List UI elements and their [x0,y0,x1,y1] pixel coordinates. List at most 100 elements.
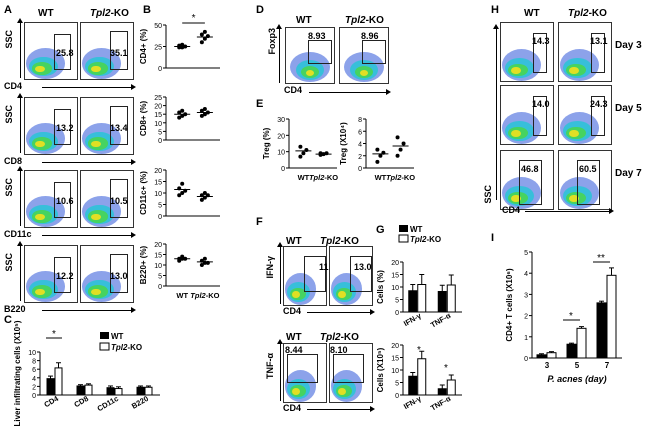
chart-e1-point-0-2 [304,148,309,153]
chart-b1-point-1-4 [202,29,207,34]
chart-c-bar-0-2 [106,387,115,396]
facs-plot-a-row4-ko [80,245,134,303]
chart-c-ytick-label-0: 0 [32,393,36,400]
chart-i-ytick-label-0: 0 [524,356,528,363]
chart-b3-ytick-label-2: 10 [154,191,162,198]
chart-c-sig-star: * [52,329,56,340]
chart-e1-ytick-label-0: 0 [281,166,285,173]
chart-b3-point-0-0 [177,193,182,198]
chart-e1-xtick-wt: WT [298,173,310,182]
panel-h-day-label-2: Day 5 [615,103,642,114]
chart-g-legend-wt-swatch [399,225,408,232]
panel-label-i: I [491,232,495,244]
chart-e2-point-1-1 [398,147,403,152]
chart-g1-bar-0-1 [437,291,447,313]
chart-i-ytick-label-4: 4 [524,271,528,278]
facs-plot-h-row2-ko-percent: 24.3 [590,99,608,109]
facs-plot-a-row2-ko-percent: 13.4 [110,123,128,133]
chart-i-bar-0-1 [566,343,577,359]
chart-i-bar-0-0 [536,354,547,359]
panel-f-row1-x-axis-label: CD4 [283,306,302,316]
chart-c-xtick-label-0: CD4 [42,394,60,410]
facs-plot-a-row3-wt [24,170,78,228]
chart-g1-bar-1-1 [446,284,456,313]
chart-b1-ytick-label-2: 50 [154,23,162,30]
chart-b1-ytick-label-0: 0 [158,66,162,73]
chart-g2-ytick-label-3: 15 [391,356,399,363]
chart-i-ytick-label-3: 3 [524,292,528,299]
panel-d-x-axis-label: CD4 [284,85,303,95]
chart-c-xtick-label-3: B220 [130,394,150,411]
facs-plot-f-row2-wt [283,343,327,403]
panel-a-row1-x-axis-label: CD4 [4,81,23,91]
chart-i-sig-star-2: ** [597,253,605,264]
chart-c-bar-0-0 [46,378,55,396]
chart-b4-ytick-label-2: 10 [154,263,162,270]
panel-label-d: D [256,4,264,16]
facs-plot-h-row1-wt [500,22,554,82]
chart-e2-point-1-2 [401,141,406,146]
panel-d-wt-percent: 8.93 [308,31,326,41]
chart-g1-ytick-label-2: 10 [391,285,399,292]
chart-b2-ytick-label-0: 0 [158,138,162,145]
chart-b2-point-0-4 [180,108,185,113]
panel-a-row3-y-arrow [17,166,23,226]
facs-plot-h-row1-ko [558,22,612,82]
panel-a-row2-y-arrow [17,93,23,153]
panel-a-row3-x-axis-label: CD11c [4,229,32,239]
panel-h-day-label-3: Day 7 [615,168,642,179]
chart-c-bar-0-3 [136,386,145,396]
panel-d-y-arrow [276,24,282,83]
facs-plot-a-row1-ko-percent: 35.1 [110,48,128,58]
chart-b2-point-1-4 [202,107,207,112]
facs-plot-f-row1-wt-percent: 11.2 [319,262,337,272]
chart-i-bar-1-2 [606,274,617,359]
panel-h-y-arrow [493,24,499,200]
chart-e2-point-1-3 [395,135,400,140]
chart-b4-point-1-0 [199,263,204,267]
chart-b4-ytick-label-1: 5 [158,274,162,281]
chart-e2-point-1-0 [395,153,400,158]
panel-f-wt-header: WT [286,236,302,247]
chart-g1-ytick-label-3: 15 [391,273,399,280]
chart-b1-ylabel: CD4+ (%) [139,28,148,64]
facs-plot-a-row1-ko [80,22,134,80]
chart-e1-xtick-ko: Tpl2-KO [309,173,338,182]
facs-plot-h-row3-ko [558,150,612,210]
chart-g2-sig-star-1: * [417,345,421,356]
chart-e2-ytick-label-4: 8 [358,117,362,124]
panel-h-day-label-1: Day 3 [615,40,642,51]
chart-i-bar-0-2 [596,302,607,359]
panel-f-row1-x-arrow [307,309,375,315]
chart-c-legend-wt-swatch [100,332,109,339]
chart-b2-point-0-1 [180,113,185,118]
chart-b4-xtick-ko: Tpl2-KO [190,291,219,300]
chart-e1-ytick-label-1: 10 [277,150,285,157]
chart-i-ytick-label-2: 2 [524,314,528,321]
panel-d-x-arrow [309,89,391,95]
chart-i-xtick-label-0: 3 [545,361,550,370]
chart-e2-xtick-ko: Tpl2-KO [386,173,415,182]
panel-f-row2-y-arrow [277,339,283,401]
chart-c-bar-1-0 [54,367,63,396]
chart-b2-ytick-label-1: 5 [158,129,162,136]
chart-c-bar-1-3 [144,386,153,396]
chart-c-legend-wt-label: WT [111,332,124,341]
chart-e2-ytick-label-2: 4 [358,142,362,149]
chart-g1-ytick-label-0: 0 [395,310,399,317]
chart-g2-sig-star-2: * [444,363,448,374]
chart-b1-point-0-4 [180,42,185,47]
panel-a-ko-header: Tpl2-KO [90,8,129,19]
panel-h-ko-header: Tpl2-KO [568,8,607,19]
facs-plot-a-row3-ko [80,170,134,228]
chart-e1-point-0-1 [301,151,306,156]
panel-label-a: A [4,4,12,16]
facs-plot-h-row2-ko [558,85,612,145]
chart-b4-point-0-4 [180,254,185,259]
chart-i-xtick-label-2: 7 [605,361,610,370]
panel-h-x-arrow [525,208,614,214]
chart-b1-point-1-1 [202,36,207,41]
chart-b3-point-0-4 [180,181,185,186]
chart-g1-ytick-label-4: 20 [391,260,399,267]
chart-b3-point-1-0 [199,197,204,202]
